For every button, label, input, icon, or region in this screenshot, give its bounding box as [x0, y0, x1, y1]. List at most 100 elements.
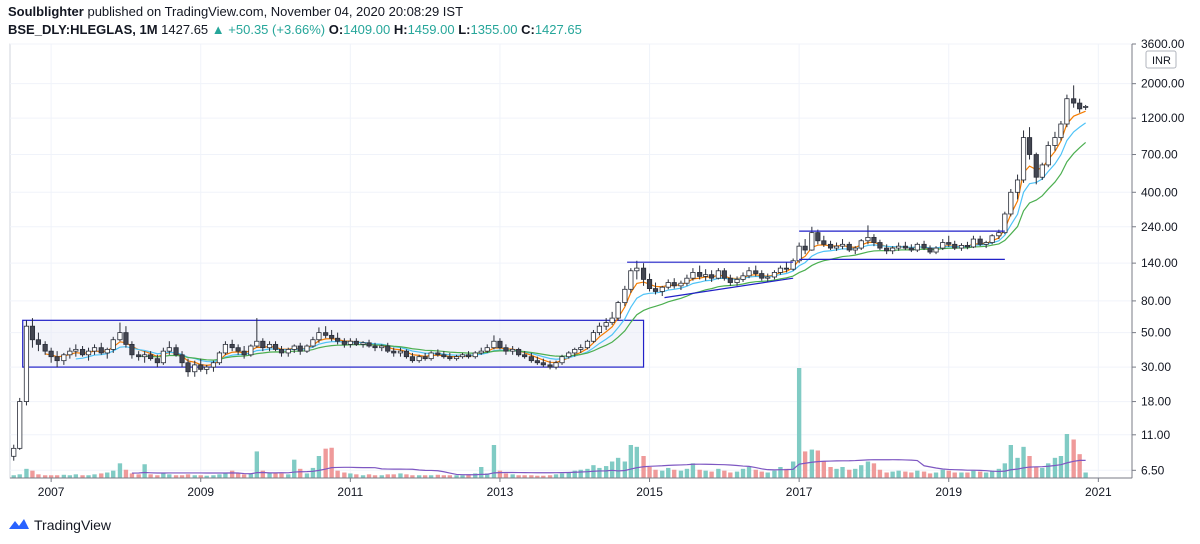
candle-body	[1052, 137, 1058, 146]
candle-body	[428, 352, 434, 360]
volume-bar	[323, 448, 328, 478]
candle-body	[110, 339, 116, 350]
volume-bar	[553, 474, 559, 478]
volume-bar	[959, 472, 964, 478]
y-tick-label: 700.00	[1141, 148, 1178, 162]
candle-body	[98, 347, 104, 354]
volume-bar	[516, 475, 521, 478]
candle-body	[833, 245, 840, 249]
volume-bar	[672, 469, 677, 478]
candle-body	[403, 350, 410, 358]
candle-body	[547, 364, 553, 368]
volume-bar	[1034, 467, 1039, 478]
candle-body	[946, 242, 952, 245]
volume-bar	[235, 473, 241, 478]
volume-bar	[965, 472, 970, 478]
volume-bar	[348, 473, 353, 478]
volume-bar	[248, 473, 254, 478]
volume-bar	[441, 475, 447, 478]
volume-bar	[809, 449, 815, 478]
volume-bar	[746, 467, 752, 478]
candle-body	[690, 272, 696, 279]
candle-body	[715, 270, 721, 279]
high-value: 1459.00	[407, 22, 455, 37]
volume-bar	[485, 473, 490, 478]
candle-body	[996, 232, 1002, 237]
volume-bar	[989, 470, 995, 478]
volume-bar	[354, 474, 359, 478]
symbol-legend: BSE_DLY:HLEGLAS, 1M 1427.65 ▲ +50.35 (+3…	[8, 22, 582, 37]
volume-bar	[80, 475, 85, 478]
drawing-lines	[627, 230, 1005, 299]
tradingview-footer[interactable]: TradingView	[8, 514, 111, 536]
candle-body	[1039, 164, 1045, 178]
volume-bar	[759, 471, 764, 478]
volume-bar	[1046, 463, 1051, 478]
volume-bar	[148, 474, 153, 478]
volume-bar	[821, 461, 827, 478]
volume-bar	[697, 469, 702, 478]
candle-body	[914, 243, 920, 251]
candle-body	[235, 347, 241, 352]
brand-name: TradingView	[34, 517, 112, 533]
x-tick-label: 2013	[487, 485, 514, 499]
volume-bar	[267, 472, 272, 478]
volume-bar	[61, 474, 67, 478]
volume-bar	[847, 469, 852, 478]
volume-bar	[859, 465, 864, 478]
volume-bar	[660, 470, 665, 478]
candle-body	[908, 247, 914, 251]
candle-body	[777, 267, 784, 273]
y-tick-label: 400.00	[1141, 185, 1178, 199]
candle-body	[372, 345, 378, 349]
candle-body	[198, 364, 204, 370]
candle-body	[603, 322, 609, 327]
candle-body	[1064, 98, 1070, 125]
candle-body	[379, 345, 385, 349]
candle-body	[1083, 106, 1089, 108]
y-tick-label: 1200.00	[1141, 111, 1185, 125]
volume-bar	[684, 468, 690, 478]
volume-bar	[198, 475, 203, 478]
open-value: 1409.00	[343, 22, 391, 37]
volume-bar	[703, 470, 708, 478]
candle-body	[516, 348, 522, 356]
volume-bar	[716, 468, 721, 478]
close-label: C:	[521, 22, 535, 37]
candle-body	[540, 362, 546, 366]
candle-body	[753, 270, 759, 274]
volume-bar	[136, 474, 141, 478]
candle-body	[73, 348, 79, 352]
volume-bar	[927, 473, 933, 478]
candle-body	[652, 288, 659, 292]
candle-body	[79, 348, 86, 356]
candle-body	[210, 362, 217, 368]
volume-bar	[36, 474, 41, 478]
volume-bar	[185, 474, 191, 478]
price-chart[interactable]: 3600.00 2000.00 1200.00 700.00 400.00 240.00 1…	[0, 0, 1200, 510]
candle-body	[640, 267, 647, 280]
volume-bar	[921, 471, 927, 478]
volume-bar	[896, 470, 901, 478]
candle-body	[42, 343, 48, 352]
candle-body	[952, 243, 958, 249]
candle-body	[989, 235, 995, 243]
published-text: published on TradingView.com, November 0…	[87, 4, 464, 19]
candle-body	[1071, 98, 1077, 104]
currency-badge	[1145, 50, 1177, 69]
volume-bar	[597, 467, 602, 478]
candle-body	[1077, 102, 1083, 110]
candle-body	[391, 350, 397, 354]
candle-body	[839, 243, 846, 247]
volume-bar	[422, 475, 428, 478]
volume-bar	[628, 445, 634, 478]
volume-bar	[67, 475, 73, 478]
candle-body	[360, 342, 366, 345]
candle-body	[858, 240, 864, 249]
candle-body	[248, 345, 254, 356]
candle-body	[435, 352, 441, 356]
volume-bar	[105, 472, 110, 478]
candle-body	[628, 270, 634, 290]
volume-bar	[335, 470, 340, 478]
volume-bar	[559, 473, 565, 478]
